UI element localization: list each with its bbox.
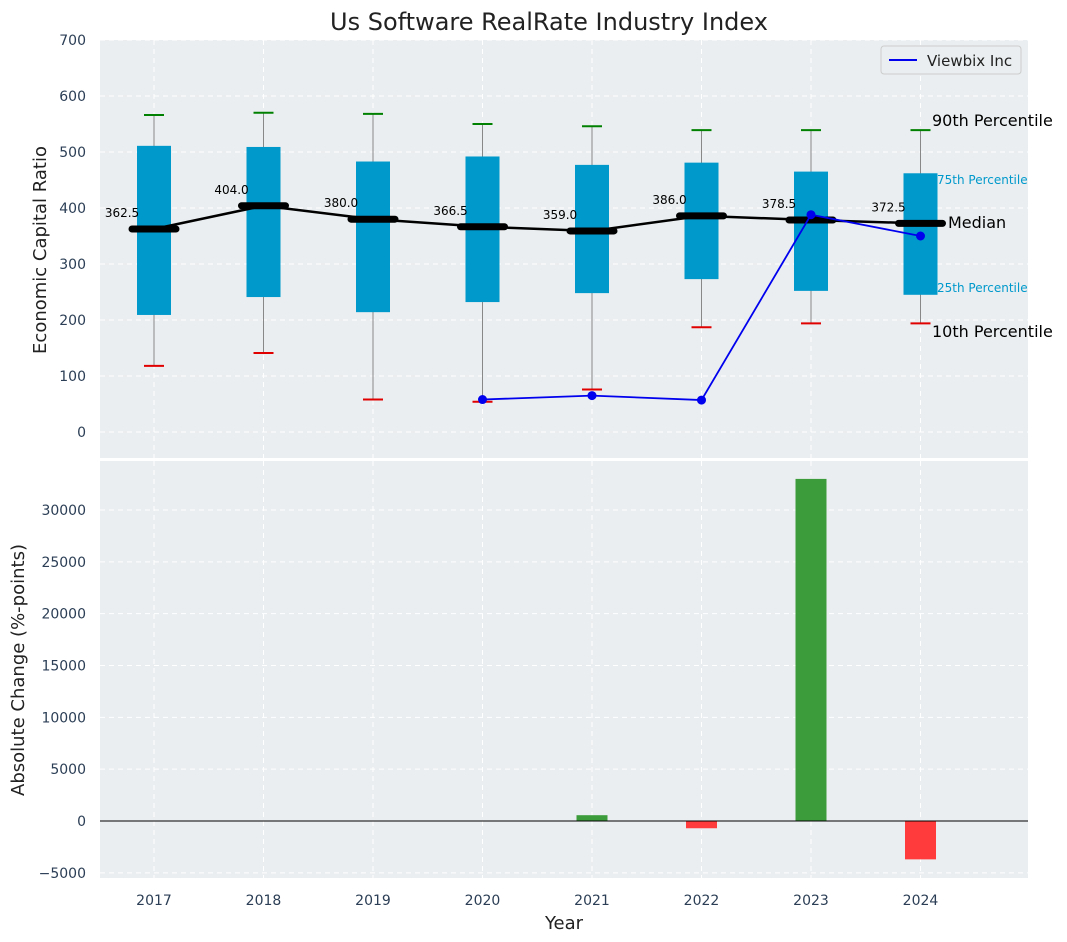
percentile-annotations: 90th Percentile 75th Percentile Median 2… bbox=[932, 111, 1053, 341]
series-point-2021 bbox=[587, 391, 597, 401]
p75-annotation: 75th Percentile bbox=[937, 173, 1028, 187]
x-axis: 2017 2018 2019 2020 2021 2022 2023 2024 bbox=[136, 893, 938, 909]
x-axis-label: Year bbox=[544, 913, 584, 934]
x-tick-label: 2024 bbox=[903, 893, 939, 909]
top-y-tick-label: 0 bbox=[77, 425, 86, 441]
top-y-tick-label: 500 bbox=[59, 145, 86, 161]
series-point-2023 bbox=[806, 210, 816, 220]
x-tick-label: 2019 bbox=[355, 893, 391, 909]
p25-annotation: 25th Percentile bbox=[937, 281, 1028, 295]
box-2022 bbox=[684, 162, 719, 280]
box-2023 bbox=[794, 171, 828, 291]
top-panel-background bbox=[100, 40, 1028, 458]
change-bar-2022 bbox=[686, 821, 717, 829]
bottom-y-tick-label: 15000 bbox=[41, 659, 86, 675]
p90-annotation: 90th Percentile bbox=[932, 111, 1053, 130]
median-value-label: 386.0 bbox=[652, 193, 686, 207]
series-point-2022 bbox=[697, 395, 706, 405]
bottom-panel: −5000 0 5000 10000 15000 20000 25000 30000 2017… bbox=[8, 461, 1028, 934]
bottom-y-axis-label: Absolute Change (%-points) bbox=[8, 544, 29, 796]
legend-label-viewbix: Viewbix Inc bbox=[927, 52, 1012, 70]
top-y-tick-label: 700 bbox=[59, 33, 86, 49]
box-2018 bbox=[246, 146, 281, 298]
box-plot-group bbox=[137, 111, 938, 403]
change-bar-2021 bbox=[576, 815, 608, 821]
top-y-tick-label: 400 bbox=[59, 201, 86, 217]
x-tick-label: 2023 bbox=[793, 893, 829, 909]
top-y-tick-label: 100 bbox=[59, 369, 86, 385]
bottom-y-tick-label: 20000 bbox=[41, 607, 86, 623]
change-bar-2023 bbox=[795, 478, 827, 821]
x-tick-label: 2022 bbox=[684, 893, 720, 909]
bottom-y-tick-label: 10000 bbox=[41, 710, 86, 726]
legend-box bbox=[880, 45, 1022, 75]
chart-title: Us Software RealRate Industry Index bbox=[330, 8, 768, 36]
x-tick-label: 2020 bbox=[465, 893, 501, 909]
median-value-label: 372.5 bbox=[871, 200, 905, 214]
x-tick-label: 2018 bbox=[246, 893, 282, 909]
bottom-y-tick-label: 30000 bbox=[41, 503, 86, 519]
median-value-label: 404.0 bbox=[214, 183, 248, 197]
series-point-2024 bbox=[916, 231, 925, 241]
change-bar-2024 bbox=[905, 821, 936, 860]
bottom-y-tick-label: 5000 bbox=[50, 762, 86, 778]
bottom-panel-background bbox=[100, 461, 1028, 878]
box-2019 bbox=[356, 161, 390, 313]
series-group bbox=[478, 210, 925, 405]
median-value-label: 378.5 bbox=[762, 197, 796, 211]
p10-annotation: 10th Percentile bbox=[932, 322, 1053, 341]
bar-group bbox=[576, 478, 936, 860]
median-annotation: Median bbox=[948, 213, 1006, 232]
bottom-y-tick-label: −5000 bbox=[39, 866, 86, 882]
top-panel: 0 100 200 300 400 500 600 700 Economic Capital … bbox=[30, 33, 1053, 458]
top-y-tick-label: 200 bbox=[59, 313, 86, 329]
x-tick-label: 2021 bbox=[574, 893, 610, 909]
top-y-tick-label: 300 bbox=[59, 257, 86, 273]
median-value-label: 359.0 bbox=[543, 208, 577, 222]
series-point-2020 bbox=[478, 395, 487, 405]
median-value-label: 366.5 bbox=[433, 204, 467, 218]
median-line-group: 362.5 404.0 380.0 366.5 359.0 386.0 378.5 372.5 bbox=[105, 183, 946, 235]
top-y-tick-label: 600 bbox=[59, 89, 86, 105]
legend[interactable]: Viewbix Inc bbox=[880, 45, 1022, 75]
median-value-label: 380.0 bbox=[324, 196, 358, 210]
top-y-axis-label: Economic Capital Ratio bbox=[30, 146, 51, 354]
x-tick-label: 2017 bbox=[136, 893, 172, 909]
top-y-axis: 0 100 200 300 400 500 600 700 bbox=[59, 33, 86, 441]
bottom-y-tick-label: 0 bbox=[77, 814, 86, 830]
median-value-label: 362.5 bbox=[105, 206, 139, 220]
bottom-y-axis: −5000 0 5000 10000 15000 20000 25000 30000 bbox=[39, 503, 86, 882]
bottom-y-tick-label: 25000 bbox=[41, 555, 86, 571]
